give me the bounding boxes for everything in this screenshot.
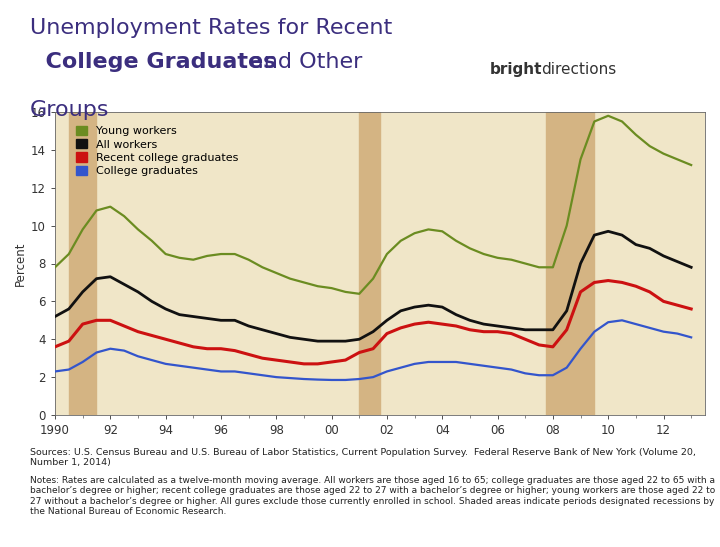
Bar — [546, 112, 595, 415]
Text: and Other: and Other — [243, 52, 362, 72]
Text: Notes: Rates are calculated as a twelve-month moving average. All workers are th: Notes: Rates are calculated as a twelve-… — [30, 476, 715, 516]
Y-axis label: Percent: Percent — [14, 241, 27, 286]
Text: Sources: U.S. Census Bureau and U.S. Bureau of Labor Statistics, Current Populat: Sources: U.S. Census Bureau and U.S. Bur… — [30, 448, 696, 467]
Legend: Young workers, All workers, Recent college graduates, College graduates: Young workers, All workers, Recent colle… — [73, 124, 240, 178]
Bar — [69, 112, 96, 415]
Text: directions: directions — [541, 62, 617, 77]
Text: College Graduates: College Graduates — [30, 52, 276, 72]
Bar — [359, 112, 380, 415]
Text: Groups: Groups — [30, 100, 109, 120]
Text: Unemployment Rates for Recent: Unemployment Rates for Recent — [30, 18, 392, 38]
Text: bright: bright — [490, 62, 542, 77]
